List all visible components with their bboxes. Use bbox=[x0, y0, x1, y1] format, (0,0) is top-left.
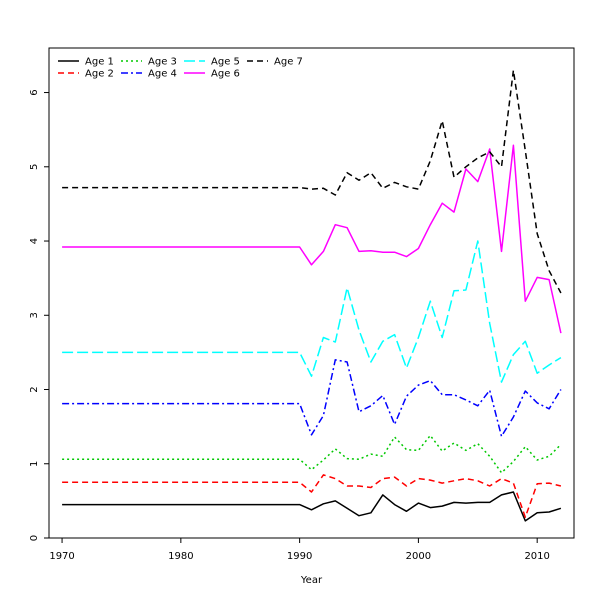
x-tick-label: 2010 bbox=[524, 551, 549, 562]
x-tick-label: 1970 bbox=[49, 551, 74, 562]
series-line-age-2 bbox=[62, 474, 562, 518]
plot-frame bbox=[48, 47, 575, 539]
series-line-age-6 bbox=[62, 144, 562, 334]
series-line-age-5 bbox=[62, 240, 562, 383]
y-tick-label: 1 bbox=[29, 461, 40, 467]
y-tick-label: 2 bbox=[29, 386, 40, 392]
legend-label: Age 5 bbox=[211, 57, 240, 68]
y-tick-label: 0 bbox=[29, 535, 40, 541]
series-layer bbox=[62, 69, 562, 522]
x-tick-label: 2000 bbox=[406, 551, 431, 562]
x-tick-label: 1990 bbox=[287, 551, 312, 562]
x-tick-label: 1980 bbox=[168, 551, 193, 562]
legend-label: Age 2 bbox=[85, 69, 114, 80]
series-line-age-7 bbox=[62, 69, 562, 294]
legend-label: Age 3 bbox=[148, 57, 177, 68]
y-tick-label: 5 bbox=[29, 164, 40, 170]
legend-label: Age 4 bbox=[148, 69, 177, 80]
legend-label: Age 6 bbox=[211, 69, 240, 80]
x-axis-title: Year bbox=[300, 575, 323, 586]
axis-layer: 1970 1980 1990 2000 2010 0 1 2 3 4 5 6 bbox=[29, 89, 550, 562]
y-tick-label: 3 bbox=[29, 312, 40, 318]
series-line-age-4 bbox=[62, 359, 562, 438]
y-tick-label: 4 bbox=[29, 238, 40, 244]
legend-label: Age 7 bbox=[274, 57, 303, 68]
legend-label: Age 1 bbox=[85, 57, 114, 68]
series-line-age-1 bbox=[62, 491, 562, 522]
y-tick-label: 6 bbox=[29, 89, 40, 95]
